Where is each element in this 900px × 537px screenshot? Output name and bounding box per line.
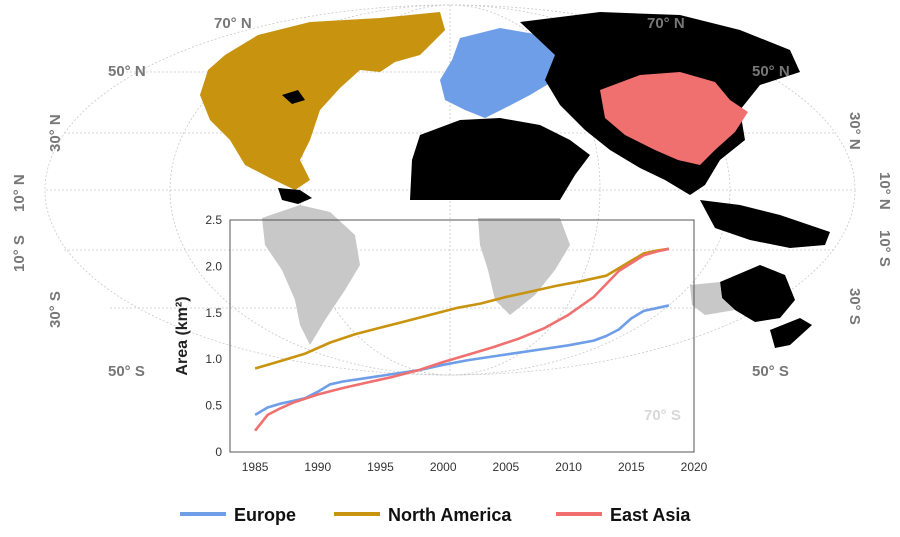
y-axis-title: Area (km²) (174, 296, 191, 375)
great-lakes (282, 90, 305, 104)
x-tick-label: 2020 (681, 460, 708, 474)
y-tick-label: 2.5 (205, 213, 222, 227)
lat-label-left-30s: 30° S (47, 291, 64, 328)
australia-west-gray (690, 282, 735, 315)
legend: Europe North America East Asia (180, 505, 691, 525)
x-tick-label: 2010 (555, 460, 582, 474)
legend-label-north-america: North America (388, 505, 512, 525)
lat-label-left-10n: 10° N (11, 174, 28, 212)
x-tick-label: 2005 (493, 460, 520, 474)
y-tick-label: 1.5 (205, 306, 222, 320)
lat-label-left-50s: 50° S (108, 363, 145, 380)
lat-label-top-right: 70° N (647, 15, 685, 32)
legend-label-east-asia: East Asia (610, 505, 691, 525)
y-tick-label: 2.0 (205, 259, 222, 273)
x-tick-label: 1990 (304, 460, 331, 474)
y-tick-label: 0.5 (205, 399, 222, 413)
x-tick-label: 1985 (242, 460, 269, 474)
map-lat-labels: 70° N 70° N 50° N 30° N 10° N 10° S 30° … (11, 15, 893, 424)
x-tick-labels: 1985 1990 1995 2000 2005 2010 2015 2020 (242, 460, 708, 474)
series-line-north-america (254, 247, 670, 370)
lat-label-left-30n: 30° N (47, 114, 64, 152)
x-tick-label: 2015 (618, 460, 645, 474)
map-landmasses (200, 12, 830, 348)
y-tick-label: 1.0 (205, 352, 222, 366)
lat-label-left-10s: 10° S (11, 235, 28, 272)
lat-label-right-10s: 10° S (876, 230, 893, 267)
africa-south-gray (478, 218, 570, 315)
lat-label-right-30s: 30° S (846, 288, 863, 325)
x-tick-label: 1995 (367, 460, 394, 474)
x-tick-label: 2000 (430, 460, 457, 474)
y-tick-labels: 0 0.5 1.0 1.5 2.0 2.5 (205, 213, 222, 459)
y-tick-label: 0 (215, 445, 222, 459)
lat-label-left-50n: 50° N (108, 63, 146, 80)
australia-landmass (720, 265, 795, 322)
lat-label-inset-70s: 70° S (644, 407, 681, 424)
europe-landmass (440, 28, 560, 118)
legend-label-europe: Europe (234, 505, 296, 525)
lat-label-right-30n: 30° N (846, 112, 863, 150)
africa-top-landmass (410, 118, 590, 200)
plot-area-frame (229, 219, 695, 453)
greenland-landmass (370, 14, 445, 52)
new-zealand-landmass (770, 318, 812, 348)
east-asia-landmass (600, 72, 748, 165)
southeast-asia-islands (700, 200, 830, 248)
chart-series (254, 247, 670, 432)
central-america-black (278, 188, 312, 204)
lat-label-right-50s: 50° S (752, 363, 789, 380)
north-america-landmass (200, 12, 445, 190)
lat-label-top-left: 70° N (214, 15, 252, 32)
south-america-gray (262, 205, 360, 345)
lat-label-right-50n: 50° N (752, 63, 790, 80)
series-line-east-asia (254, 247, 670, 432)
lat-label-right-10n: 10° N (876, 172, 893, 210)
